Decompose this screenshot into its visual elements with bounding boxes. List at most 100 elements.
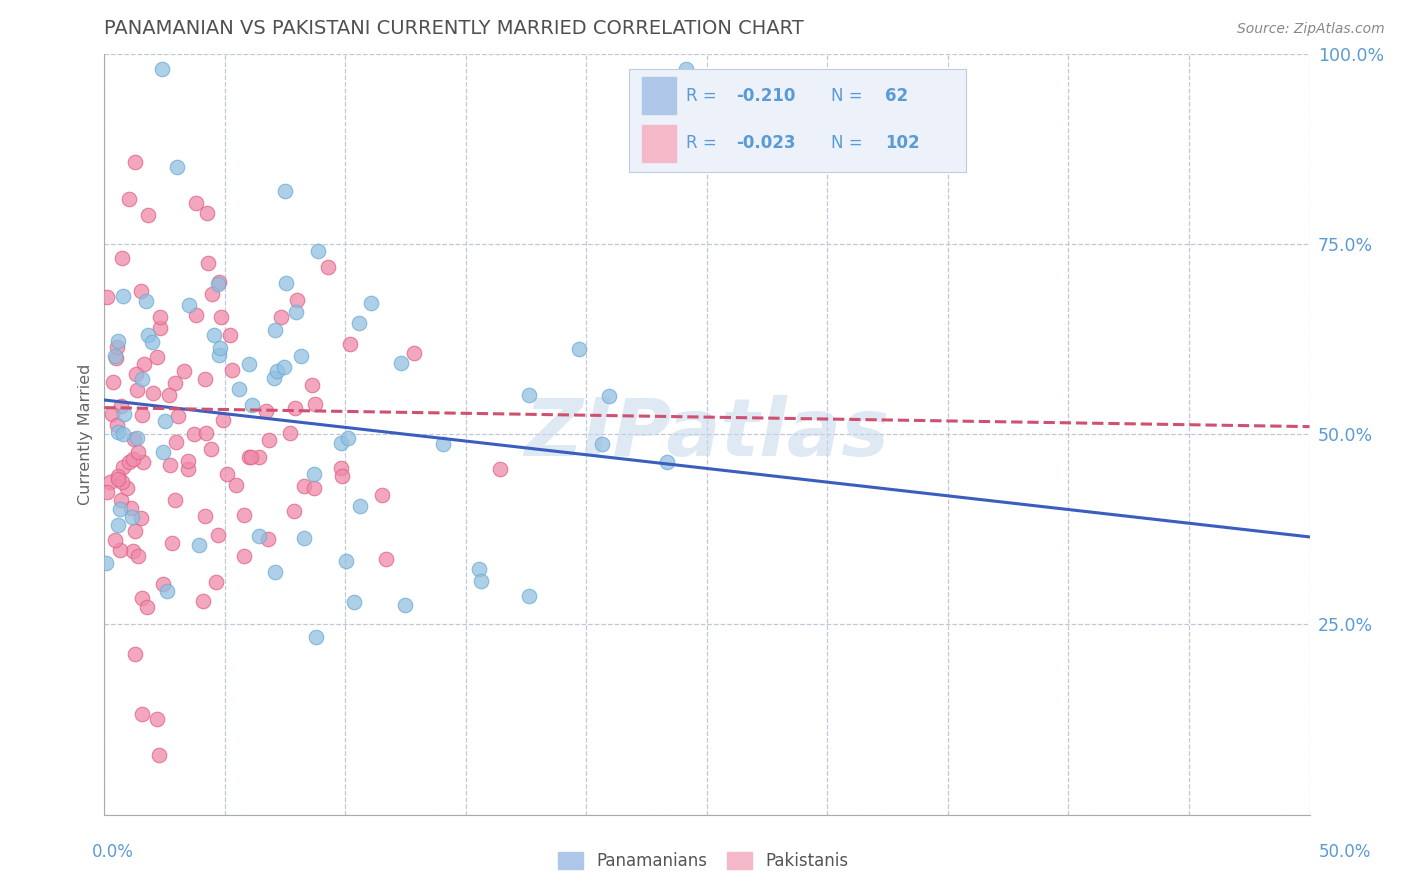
Point xyxy=(132,357,155,371)
Point xyxy=(330,468,353,483)
Point xyxy=(163,492,186,507)
Point xyxy=(301,377,323,392)
Point xyxy=(238,358,260,372)
Point xyxy=(131,706,153,721)
Point xyxy=(104,349,127,363)
Point xyxy=(145,350,167,364)
Point xyxy=(212,412,235,426)
Point xyxy=(371,488,394,502)
Point xyxy=(96,485,118,500)
Point xyxy=(343,595,366,609)
Point xyxy=(194,509,217,524)
Point xyxy=(209,310,232,325)
Point xyxy=(156,584,179,599)
Point xyxy=(111,475,134,490)
Point xyxy=(202,328,225,343)
Point xyxy=(122,543,145,558)
Point xyxy=(157,388,180,402)
Point xyxy=(657,455,679,469)
Point xyxy=(141,334,163,349)
Point xyxy=(207,528,229,542)
Point xyxy=(221,363,243,377)
Point xyxy=(142,385,165,400)
Point xyxy=(263,565,285,579)
Point xyxy=(162,536,184,550)
Point xyxy=(292,531,315,545)
Point xyxy=(517,589,540,603)
Point xyxy=(302,467,325,481)
Point xyxy=(163,376,186,390)
Point xyxy=(204,575,226,590)
Point xyxy=(232,549,254,563)
Point xyxy=(148,748,170,763)
Point xyxy=(98,475,121,489)
Point xyxy=(247,450,270,465)
Point xyxy=(208,348,231,362)
Point xyxy=(184,308,207,322)
Point xyxy=(107,340,129,354)
Point xyxy=(111,252,134,266)
Point xyxy=(107,468,129,483)
Point xyxy=(132,455,155,469)
Point xyxy=(152,445,174,459)
Point xyxy=(197,256,219,270)
Point xyxy=(238,450,260,464)
Point xyxy=(122,432,145,446)
Point xyxy=(591,436,613,450)
Point xyxy=(200,442,222,457)
Point xyxy=(124,647,146,661)
Point xyxy=(105,418,128,433)
Point xyxy=(120,500,142,515)
Point xyxy=(112,427,135,442)
Point xyxy=(517,388,540,402)
Point xyxy=(228,383,250,397)
Point xyxy=(124,524,146,539)
Point xyxy=(111,289,134,303)
Legend: Panamanians, Pakistanis: Panamanians, Pakistanis xyxy=(553,847,853,875)
Point xyxy=(107,425,129,439)
Point xyxy=(112,407,135,421)
Point xyxy=(394,599,416,613)
Point xyxy=(568,342,591,356)
Point xyxy=(287,293,309,307)
Point xyxy=(339,337,361,351)
Point xyxy=(127,445,149,459)
Point xyxy=(197,206,219,220)
Point xyxy=(195,425,218,440)
Point xyxy=(335,554,357,568)
Point xyxy=(177,462,200,476)
Point xyxy=(468,562,491,576)
Point xyxy=(183,427,205,442)
Point xyxy=(259,433,281,447)
Point xyxy=(127,549,149,563)
Point xyxy=(489,461,512,475)
Point xyxy=(131,591,153,605)
Point xyxy=(118,455,141,469)
Point xyxy=(167,409,190,423)
Point xyxy=(257,532,280,546)
Point xyxy=(179,297,201,311)
Point xyxy=(389,356,412,370)
Point xyxy=(124,155,146,169)
Point xyxy=(146,712,169,726)
Point xyxy=(270,310,292,324)
Point xyxy=(266,364,288,378)
Point xyxy=(207,277,229,292)
Point xyxy=(470,574,492,589)
Point xyxy=(129,511,152,525)
Point xyxy=(131,372,153,386)
Point xyxy=(305,630,328,644)
Point xyxy=(131,409,153,423)
Point xyxy=(105,351,128,366)
Text: 50.0%: 50.0% xyxy=(1319,843,1371,861)
Point xyxy=(330,436,353,450)
Point xyxy=(330,461,353,475)
Point xyxy=(110,502,132,516)
Point xyxy=(284,401,307,415)
Point xyxy=(153,414,176,428)
Text: Source: ZipAtlas.com: Source: ZipAtlas.com xyxy=(1237,22,1385,37)
Point xyxy=(284,305,307,319)
Point xyxy=(159,458,181,472)
Point xyxy=(278,425,301,440)
Point xyxy=(96,556,118,570)
